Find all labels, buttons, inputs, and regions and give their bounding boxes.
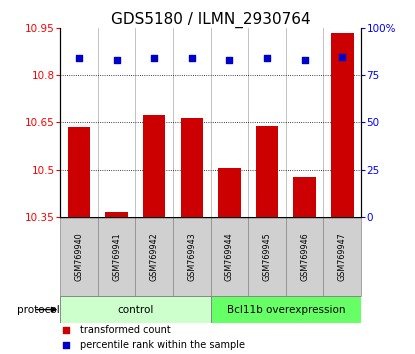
Point (63, 327, 70, 333)
Text: GSM769945: GSM769945 (263, 232, 271, 281)
Point (151, 56, 158, 61)
Bar (68, 127, 90, 217)
Bar (293, 177, 316, 217)
Bar (256, 126, 278, 217)
Text: GSM769941: GSM769941 (112, 232, 121, 281)
Point (264, 56, 270, 61)
Text: GSM769944: GSM769944 (225, 232, 234, 281)
Text: protocol: protocol (17, 304, 60, 315)
Point (76, 56, 82, 61)
Bar (248, 217, 286, 296)
Bar (181, 118, 203, 217)
Point (188, 56, 195, 61)
Bar (98, 217, 135, 296)
Text: GSM769946: GSM769946 (300, 232, 309, 281)
Text: GSM769940: GSM769940 (74, 232, 83, 281)
Bar (60, 217, 98, 296)
Point (339, 54, 346, 59)
Point (113, 57, 120, 63)
Point (301, 57, 308, 63)
Bar (211, 296, 361, 323)
Text: control: control (117, 304, 154, 315)
Point (63, 342, 70, 348)
Bar (105, 212, 128, 217)
Text: percentile rank within the sample: percentile rank within the sample (80, 340, 245, 350)
Bar (323, 217, 361, 296)
Text: GSM769947: GSM769947 (338, 232, 347, 281)
Bar (143, 115, 166, 217)
Bar (286, 217, 323, 296)
Bar (60, 296, 211, 323)
Point (226, 57, 233, 63)
Title: GDS5180 / ILMN_2930764: GDS5180 / ILMN_2930764 (111, 12, 310, 28)
Bar (331, 33, 354, 217)
Bar (173, 217, 210, 296)
Text: Bcl11b overexpression: Bcl11b overexpression (227, 304, 345, 315)
Bar (135, 217, 173, 296)
Bar (211, 217, 248, 296)
Text: GSM769942: GSM769942 (150, 232, 159, 281)
Bar (218, 168, 241, 217)
Text: GSM769943: GSM769943 (187, 232, 196, 281)
Text: transformed count: transformed count (80, 325, 171, 335)
